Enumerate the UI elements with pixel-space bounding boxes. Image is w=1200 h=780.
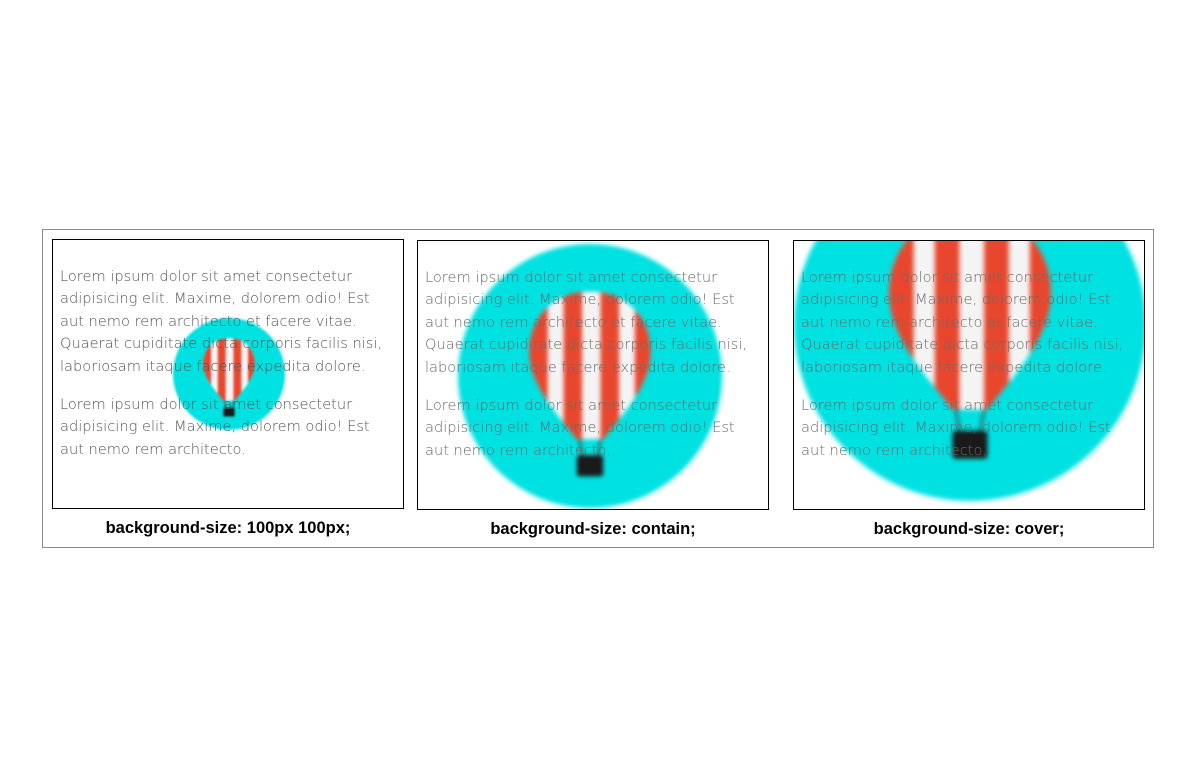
paragraph-2: Lorem ipsum dolor sit amet consectetur a… xyxy=(801,397,1111,459)
demo-box-contain: Lorem ipsum dolor sit amet consectetur a… xyxy=(417,240,769,510)
caption-contain: background-size: contain; xyxy=(490,520,696,538)
demo-box-fixed-size: Lorem ipsum dolor sit amet consectetur a… xyxy=(52,239,404,509)
balloon-background-image xyxy=(418,241,768,509)
paragraph-2: Lorem ipsum dolor sit amet consectetur a… xyxy=(60,396,370,458)
balloon-icon xyxy=(794,241,1144,501)
caption-fixed-size: background-size: 100px 100px; xyxy=(105,519,351,537)
paragraph-1: Lorem ipsum dolor sit amet consectetur a… xyxy=(425,269,748,376)
demo-box-cover: Lorem ipsum dolor sit amet consectetur a… xyxy=(793,240,1145,510)
balloon-icon xyxy=(173,318,285,430)
paragraph-2: Lorem ipsum dolor sit amet consectetur a… xyxy=(425,397,735,459)
balloon-background-image xyxy=(794,241,1144,509)
demo-text: Lorem ipsum dolor sit amet consectetur a… xyxy=(53,240,403,461)
balloon-icon xyxy=(458,244,722,508)
demo-text: Lorem ipsum dolor sit amet consectetur a… xyxy=(418,241,768,462)
paragraph-1: Lorem ipsum dolor sit amet consectetur a… xyxy=(60,268,383,375)
caption-cover: background-size: cover; xyxy=(873,520,1065,538)
balloon-background-image xyxy=(53,240,403,508)
paragraph-1: Lorem ipsum dolor sit amet consectetur a… xyxy=(801,269,1124,376)
demo-text: Lorem ipsum dolor sit amet consectetur a… xyxy=(794,241,1144,462)
